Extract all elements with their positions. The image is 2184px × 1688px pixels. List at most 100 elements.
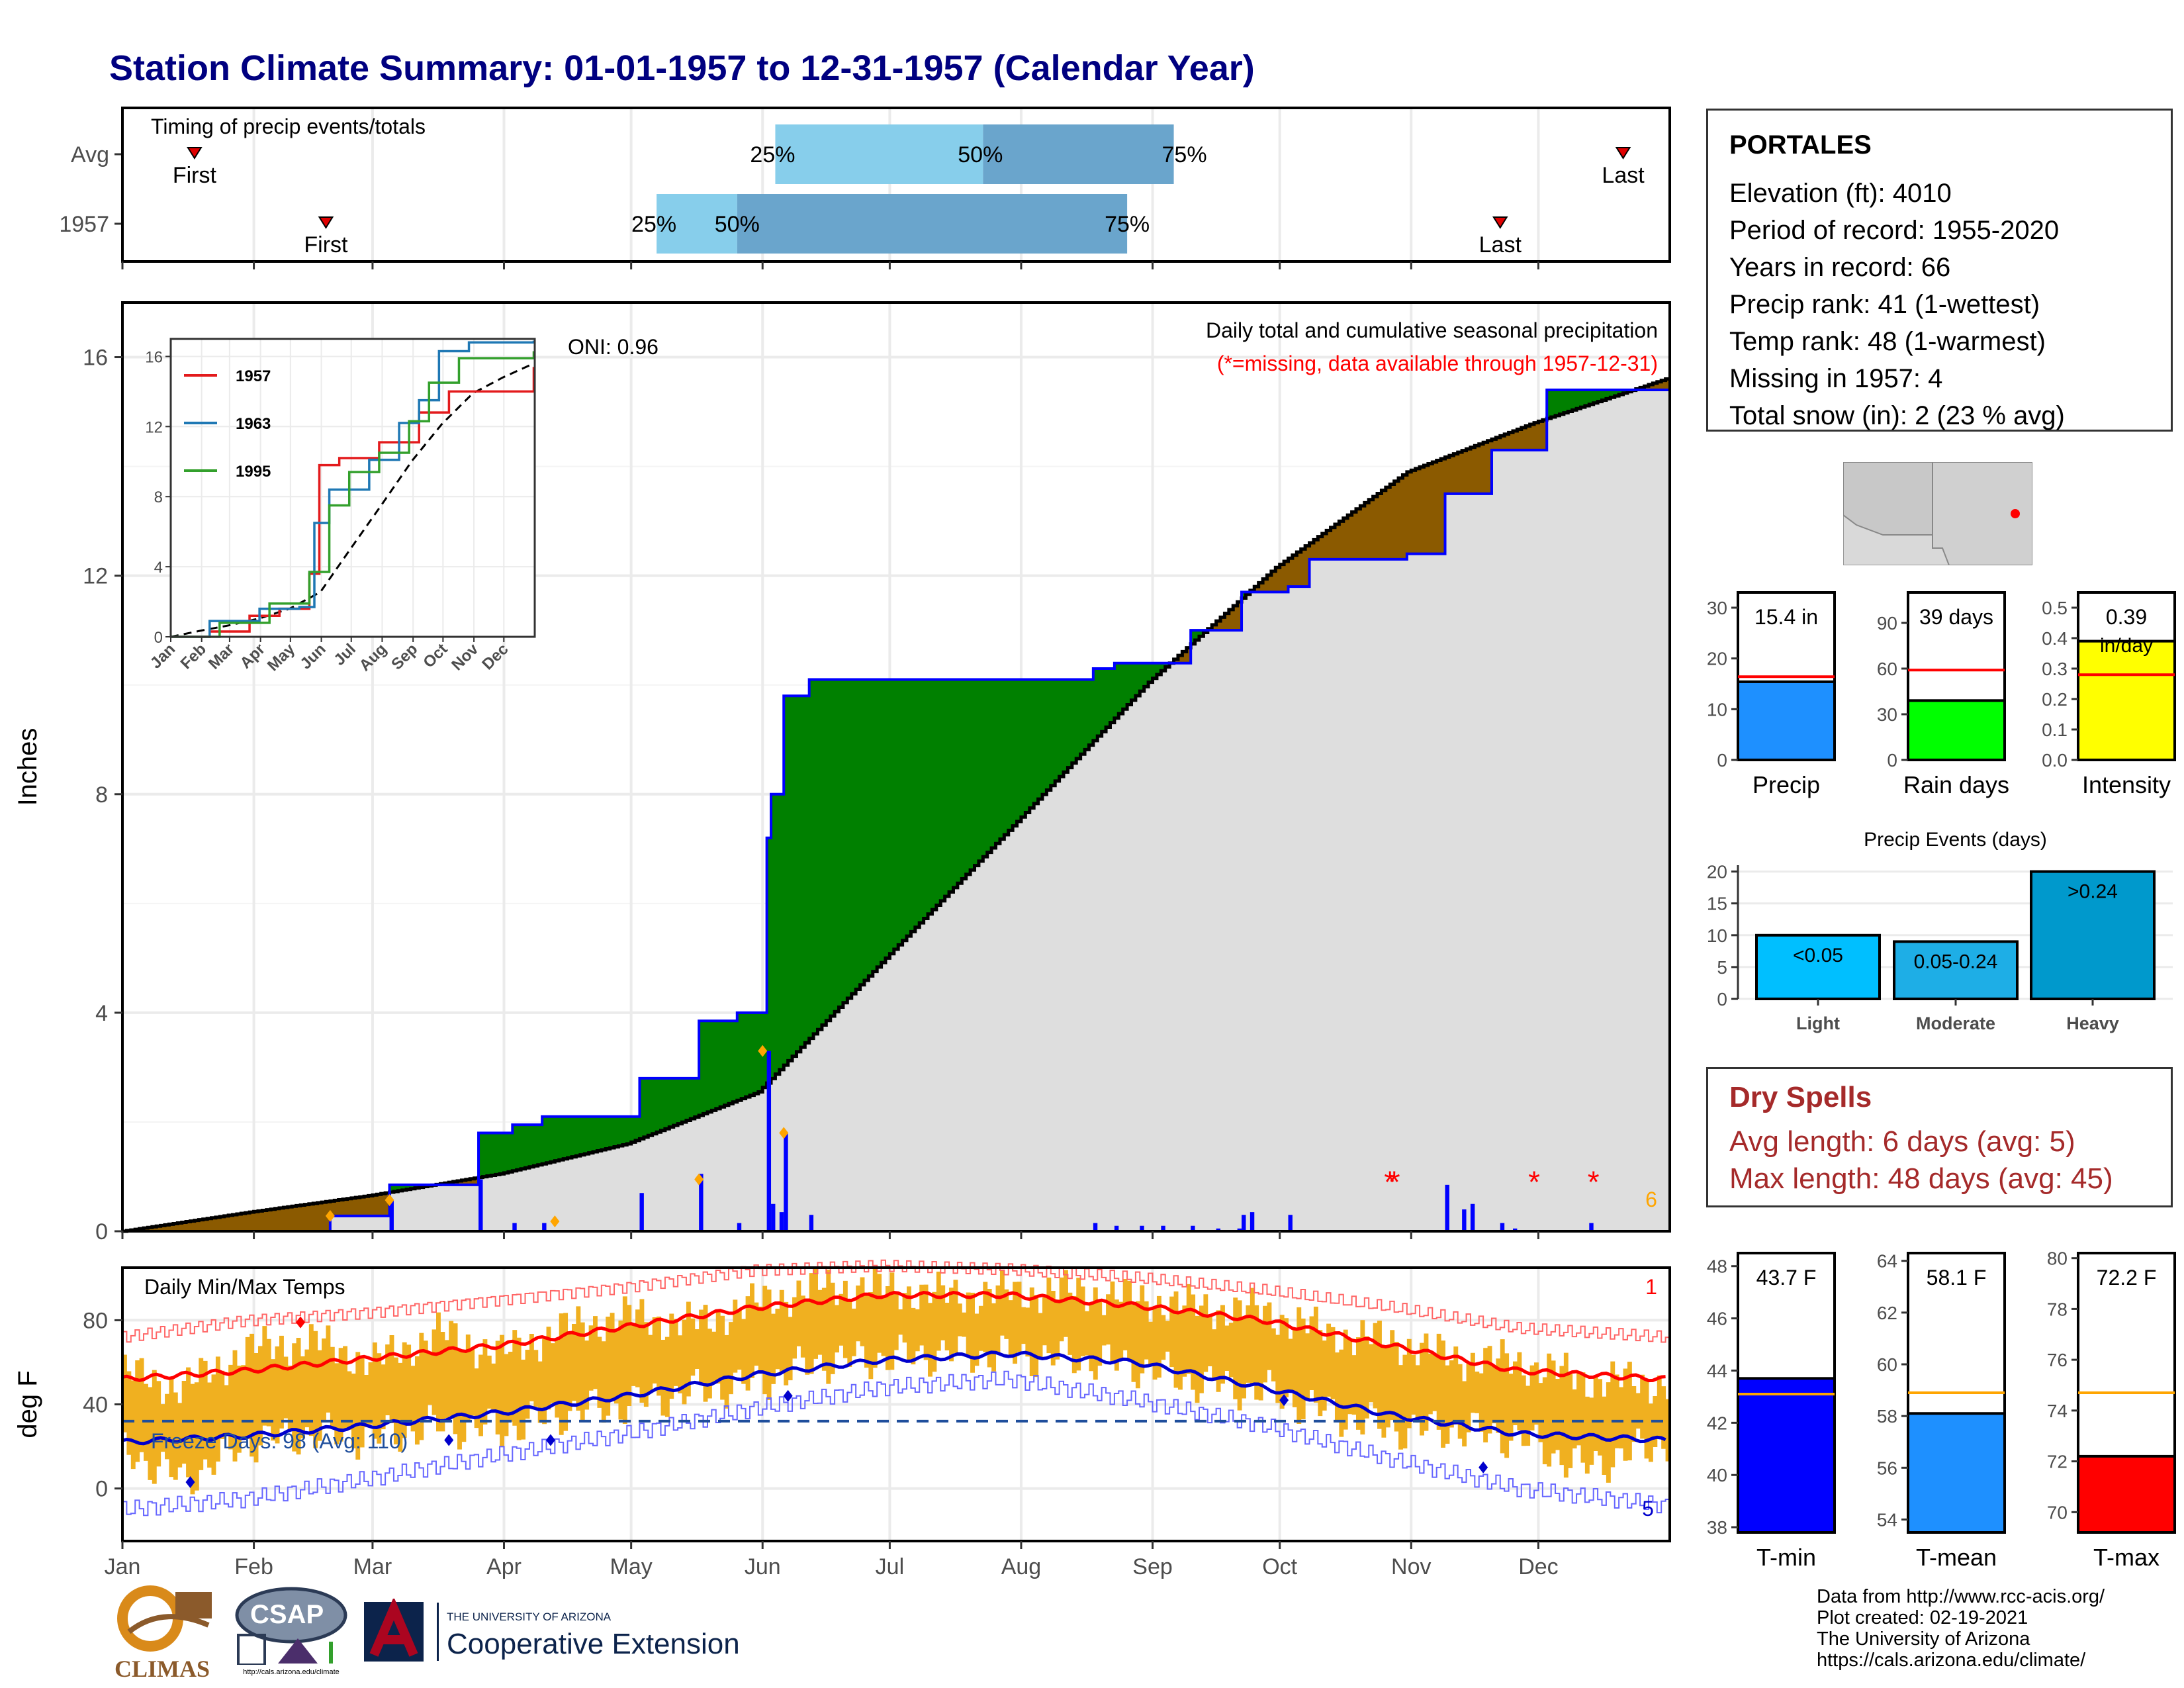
month-axis-label: Jul — [876, 1554, 904, 1579]
temp-record-low-marker — [783, 1389, 793, 1402]
inset-legend-label: 1963 — [236, 415, 271, 433]
temp-y-tick-label: 0 — [95, 1477, 108, 1502]
timing-first-label: First — [173, 163, 217, 188]
temp-count-top: 1 — [1645, 1275, 1657, 1299]
events-y-tick-label: 15 — [1707, 894, 1727, 914]
mini-chart-y-tick-label: 0 — [1887, 750, 1897, 771]
timing-band-50-75 — [737, 194, 1128, 254]
month-axis-label: Aug — [1001, 1554, 1042, 1579]
temp-record-low-marker — [545, 1434, 555, 1446]
ua-line1: THE UNIVERSITY OF ARIZONA — [447, 1611, 612, 1623]
precip-daily-bar — [1500, 1223, 1505, 1231]
temp-record-max-line — [122, 1259, 1670, 1343]
precip-daily-bar — [1114, 1225, 1119, 1231]
month-axis-label: Oct — [1262, 1554, 1297, 1579]
temp-record-low-marker — [444, 1434, 454, 1446]
mini-chart-x-label: T-max — [2093, 1544, 2160, 1571]
precip-daily-bar — [1242, 1215, 1246, 1231]
events-bar-label: <0.05 — [1793, 945, 1843, 966]
mini-chart-tmax: 70 72 74 76 78 80 72.2 F T-max — [2047, 1248, 2176, 1571]
mini-chart-y-tick-label: 0 — [1717, 750, 1727, 771]
events-y-tick-label: 5 — [1717, 957, 1727, 978]
station-elevation: Elevation (ft): 4010 — [1729, 179, 1952, 208]
station-missing: Missing in 1957: 4 — [1729, 364, 1943, 393]
mini-chart-tmin: 38 40 42 44 46 48 43.7 F T-min — [1707, 1252, 1836, 1571]
mini-chart-y-tick-label: 30 — [1877, 704, 1897, 725]
precip-panel-frame — [121, 301, 1671, 1233]
ua-line2: Cooperative Extension — [447, 1628, 740, 1660]
precip-y-tick-label: 4 — [95, 1001, 108, 1026]
timing-last-label: Last — [1602, 163, 1645, 188]
mini-chart-y-tick-label: 0.1 — [2042, 720, 2068, 740]
mini-chart-y-tick-label: 64 — [1877, 1251, 1897, 1272]
precip-daily-bar — [1237, 1228, 1242, 1231]
timing-p50-label: 50% — [958, 142, 1003, 167]
precip-record-marker — [779, 1127, 789, 1139]
precip-daily-bar — [784, 1133, 788, 1231]
timing-row-label: 1957 — [59, 212, 109, 237]
mini-chart-y-tick-label: 78 — [2047, 1299, 2068, 1319]
mini-chart-y-tick-label: 56 — [1877, 1458, 1897, 1478]
mini-chart-y-tick-label: 0.5 — [2042, 598, 2068, 618]
station-snow: Total snow (in): 2 (23 % avg) — [1729, 401, 2065, 430]
events-y-tick-label: 10 — [1707, 925, 1727, 946]
temp-daily-range-bars — [122, 1268, 1670, 1495]
ua-extension-logo: THE UNIVERSITY OF ARIZONA Cooperative Ex… — [361, 1597, 745, 1671]
mini-chart-bar — [1907, 1412, 2006, 1534]
csap-logo-text: CSAP — [250, 1600, 324, 1629]
mini-chart-y-tick-label: 76 — [2047, 1350, 2068, 1370]
footer-university: The University of Arizona — [1817, 1628, 2030, 1650]
timing-p50-label: 50% — [715, 212, 760, 237]
mini-chart-x-label: T-mean — [1916, 1544, 1997, 1571]
mini-chart-x-label: Rain days — [1903, 771, 2009, 798]
dry-spells-title: Dry Spells — [1729, 1081, 1872, 1113]
mini-chart-y-tick-label: 0.0 — [2042, 750, 2068, 771]
timing-p25-label: 25% — [750, 142, 795, 167]
mini-chart-bar — [1737, 1377, 1836, 1534]
events-category-label: Moderate — [1916, 1013, 1995, 1033]
precip-daily-bar — [1161, 1225, 1165, 1231]
precip-missing-marker: * — [1388, 1165, 1400, 1199]
temp-count-bottom: 5 — [1642, 1497, 1654, 1521]
inset-series-line — [171, 340, 535, 638]
timing-p75-label: 75% — [1105, 212, 1150, 237]
precip-daily-bar — [766, 1051, 772, 1231]
precip-daily-bar — [771, 1203, 776, 1231]
mini-chart-y-tick-label: 62 — [1877, 1303, 1897, 1323]
timing-band-50-75 — [983, 124, 1174, 184]
mini-chart-y-tick-label: 38 — [1707, 1517, 1727, 1538]
month-axis-label: Jun — [745, 1554, 781, 1579]
temp-avg-min-line — [122, 1350, 1666, 1446]
precip-avg-cumulative-line — [122, 377, 1670, 1233]
mini-chart-y-tick-label: 58 — [1877, 1406, 1897, 1427]
precip-daily-bar — [1216, 1228, 1221, 1231]
temp-record-high-marker — [296, 1316, 306, 1329]
temp-record-low-marker — [1279, 1394, 1289, 1407]
precip-daily-bar — [512, 1223, 517, 1231]
ua-block-a-icon — [364, 1597, 424, 1662]
csap-url: http://cals.arizona.edu/climate — [243, 1668, 340, 1676]
mini-chart-x-label: T-min — [1756, 1544, 1816, 1571]
timing-band-25-50 — [775, 124, 983, 184]
events-category-label: Light — [1796, 1013, 1840, 1033]
mini-chart-y-tick-label: 48 — [1707, 1256, 1727, 1277]
mini-chart-tmean: 54 56 58 60 62 64 58.1 F T-mean — [1877, 1251, 2006, 1571]
timing-row-label: Avg — [71, 142, 109, 167]
inset-legend-label: 1957 — [236, 367, 271, 385]
precip-daily-bar — [1140, 1225, 1144, 1231]
month-axis-label: Apr — [486, 1554, 522, 1579]
events-title: Precip Events (days) — [1864, 829, 2047, 851]
month-axis-label: Jan — [105, 1554, 141, 1579]
inset-y-tick-label: 12 — [145, 418, 163, 436]
footer-data-source: Data from http://www.rcc-acis.org/ — [1817, 1586, 2105, 1607]
footer-url: https://cals.arizona.edu/climate/ — [1817, 1650, 2086, 1671]
page-title: Station Climate Summary: 01-01-1957 to 1… — [109, 48, 1255, 88]
location-map — [1843, 462, 2032, 565]
mini-chart-y-tick-label: 0.4 — [2042, 628, 2068, 649]
mini-chart-rain_days: 0 30 60 90 39 days Rain days — [1877, 591, 2009, 798]
timing-p25-label: 25% — [631, 212, 676, 237]
dry-spells-avg: Avg length: 6 days (avg: 5) — [1729, 1125, 2075, 1158]
mini-chart-bar — [2077, 1454, 2176, 1534]
precip-record-marker — [385, 1194, 394, 1206]
timing-first-marker — [187, 147, 203, 160]
